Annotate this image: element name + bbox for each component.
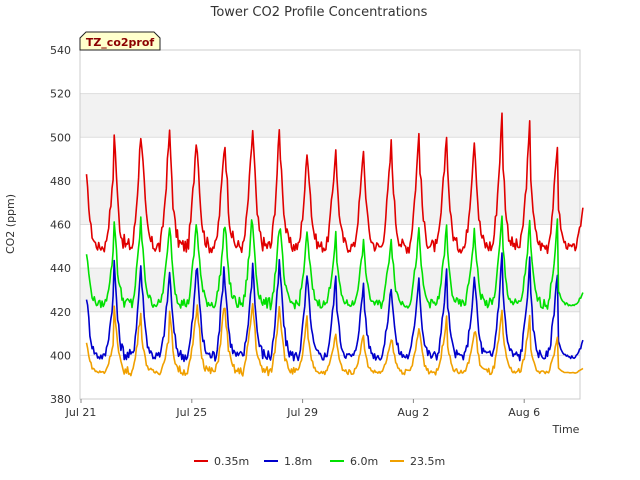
y-tick-label: 380: [50, 393, 71, 406]
x-tick-label: Jul 25: [175, 406, 207, 419]
site-badge-label: TZ_co2prof: [86, 36, 155, 49]
legend-label: 23.5m: [410, 455, 445, 468]
legend-label: 6.0m: [350, 455, 378, 468]
site-badge-box: [79, 31, 161, 51]
chart-title: Tower CO2 Profile Concentrations: [210, 5, 428, 20]
series-line-0.35m: [85, 112, 584, 255]
y-tick-label: 500: [50, 131, 71, 144]
x-axis-ticks: Jul 21 Jul 25 Jul 29 Aug 2 Aug 6: [65, 399, 540, 419]
y-tick-label: 420: [50, 306, 71, 319]
y-tick-label: 460: [50, 219, 71, 232]
series-line-23.5m: [85, 302, 584, 377]
x-tick-label: Aug 2: [397, 406, 429, 419]
y-tick-label: 520: [50, 88, 71, 101]
x-tick-label: Aug 6: [508, 406, 540, 419]
y-tick-label: 440: [50, 262, 71, 275]
y-tick-label: 540: [50, 44, 71, 57]
x-tick-label: Jul 29: [286, 406, 318, 419]
x-tick-label: Jul 21: [65, 406, 97, 419]
plot-frame: [79, 49, 581, 400]
site-badge: TZ_co2prof: [79, 31, 161, 51]
y-axis-label: CO2 (ppm): [4, 194, 17, 254]
background-band: [80, 93, 580, 138]
series-line-1.8m: [85, 252, 584, 363]
y-tick-label: 480: [50, 175, 71, 188]
legend-label: 1.8m: [284, 455, 312, 468]
legend-label: 0.35m: [214, 455, 249, 468]
legend: 0.35m 1.8m 6.0m 23.5m: [194, 455, 445, 468]
y-tick-label: 400: [50, 349, 71, 362]
series-line-6.0m: [85, 215, 584, 311]
x-axis-label: Time: [552, 423, 580, 436]
y-axis-ticks: 380 400 420 440 460 480 500 520 540: [50, 44, 71, 406]
series-lines: [85, 112, 584, 377]
